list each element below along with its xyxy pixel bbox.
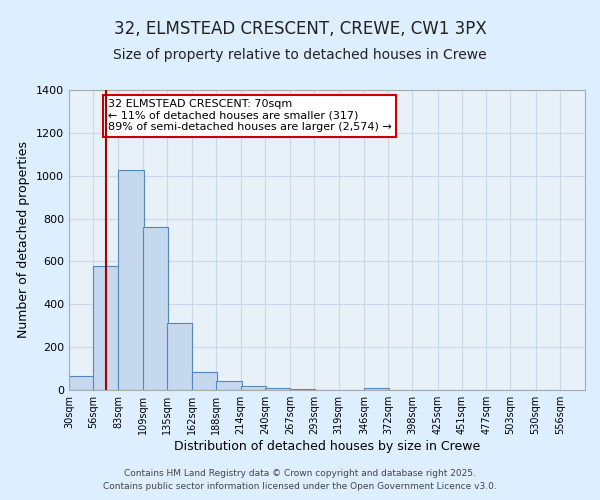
Bar: [69, 376, 94, 390]
Y-axis label: Number of detached properties: Number of detached properties: [17, 142, 31, 338]
Bar: [217, 382, 242, 390]
Bar: [192, 372, 217, 390]
Text: Size of property relative to detached houses in Crewe: Size of property relative to detached ho…: [113, 48, 487, 62]
Bar: [265, 388, 290, 390]
Text: Contains public sector information licensed under the Open Government Licence v3: Contains public sector information licen…: [103, 482, 497, 491]
Text: 32, ELMSTEAD CRESCENT, CREWE, CW1 3PX: 32, ELMSTEAD CRESCENT, CREWE, CW1 3PX: [113, 20, 487, 38]
Bar: [290, 389, 316, 390]
Bar: [118, 170, 143, 390]
Bar: [167, 322, 192, 390]
X-axis label: Distribution of detached houses by size in Crewe: Distribution of detached houses by size …: [174, 440, 480, 453]
Bar: [364, 388, 389, 390]
Text: Contains HM Land Registry data © Crown copyright and database right 2025.: Contains HM Land Registry data © Crown c…: [124, 468, 476, 477]
Bar: [241, 386, 266, 390]
Bar: [93, 266, 118, 390]
Text: 32 ELMSTEAD CRESCENT: 70sqm
← 11% of detached houses are smaller (317)
89% of se: 32 ELMSTEAD CRESCENT: 70sqm ← 11% of det…: [108, 99, 391, 132]
Bar: [143, 227, 168, 390]
